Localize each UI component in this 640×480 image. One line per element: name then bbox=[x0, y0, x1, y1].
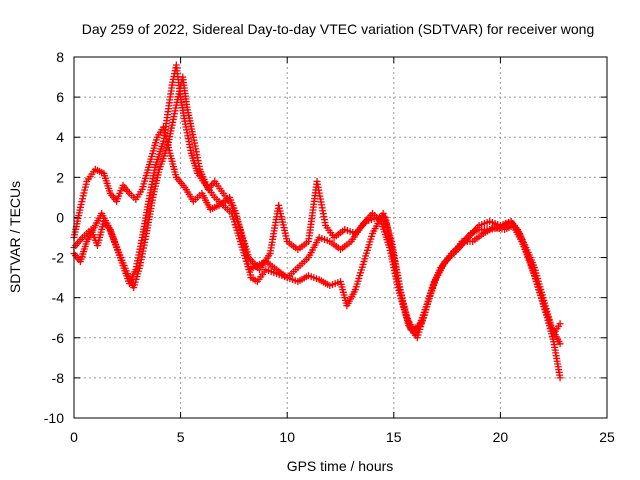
data-point-marker bbox=[556, 320, 564, 328]
x-tick-label: 20 bbox=[493, 429, 509, 445]
y-tick-label: 2 bbox=[56, 169, 64, 185]
series-trace-a bbox=[70, 123, 564, 348]
y-tick-label: -8 bbox=[52, 370, 65, 386]
y-tick-label: 8 bbox=[56, 49, 64, 65]
x-tick-label: 25 bbox=[599, 429, 615, 445]
chart-title: Day 259 of 2022, Sidereal Day-to-day VTE… bbox=[82, 21, 595, 37]
data-point-marker bbox=[556, 374, 564, 382]
y-tick-label: -4 bbox=[52, 290, 65, 306]
y-tick-label: -10 bbox=[44, 410, 64, 426]
y-tick-label: -2 bbox=[52, 250, 65, 266]
x-tick-label: 0 bbox=[70, 429, 78, 445]
y-tick-label: -6 bbox=[52, 330, 65, 346]
x-tick-label: 5 bbox=[177, 429, 185, 445]
tick-labels: 0 5 10 15 20 25 -10 -8 -6 -4 -2 0 2 4 6 8 bbox=[44, 49, 615, 445]
y-tick-label: 0 bbox=[56, 209, 64, 225]
grid-lines bbox=[74, 57, 607, 418]
x-tick-label: 15 bbox=[386, 429, 402, 445]
series-trace-c bbox=[70, 73, 564, 382]
data-markers bbox=[70, 61, 564, 382]
plot-frame bbox=[73, 56, 608, 419]
y-axis-label: SDTVAR / TECUs bbox=[7, 181, 23, 293]
data-point-marker bbox=[556, 340, 564, 348]
y-tick-label: 6 bbox=[56, 89, 64, 105]
x-axis-label: GPS time / hours bbox=[287, 458, 394, 474]
x-tick-label: 10 bbox=[279, 429, 295, 445]
y-tick-label: 4 bbox=[56, 129, 64, 145]
